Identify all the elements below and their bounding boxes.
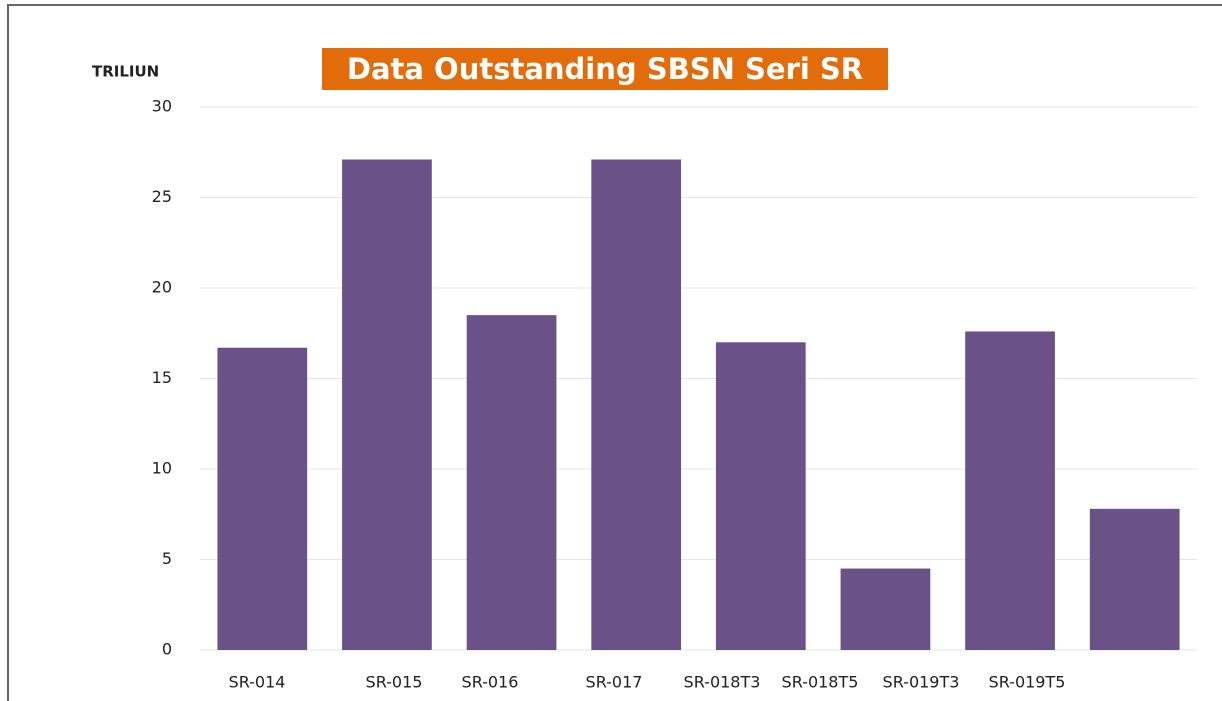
bar	[1089, 508, 1180, 650]
y-tick-label: 30	[152, 97, 172, 116]
x-tick-label: SR-018T5	[782, 673, 859, 692]
frame	[7, 4, 1222, 701]
y-tick-label: 20	[152, 278, 172, 297]
x-tick-label: SR-016	[462, 673, 519, 692]
bar	[715, 342, 806, 650]
bar	[591, 159, 682, 651]
x-tick-label: SR-019T5	[989, 673, 1066, 692]
x-tick-label: SR-017	[586, 673, 643, 692]
bar	[840, 568, 931, 650]
y-tick-label: 25	[152, 187, 172, 206]
bar	[965, 331, 1055, 650]
y-tick-label: 5	[162, 549, 172, 568]
x-tick-label: SR-014	[229, 673, 286, 692]
x-tick-label: SR-018T3	[684, 673, 761, 692]
y-tick-label: 15	[152, 368, 172, 387]
chart-title: Data Outstanding SBSN Seri SR	[347, 52, 863, 86]
title-box	[322, 48, 888, 90]
x-tick-label: SR-019T3	[883, 673, 960, 692]
bar	[217, 347, 308, 650]
y-tick-label: 10	[152, 459, 172, 478]
y-tick-label: 0	[162, 640, 172, 659]
bar	[466, 315, 557, 650]
bar	[342, 159, 432, 651]
x-tick-label: SR-015	[366, 673, 423, 692]
y-axis-label: TRILIUN	[92, 63, 159, 81]
